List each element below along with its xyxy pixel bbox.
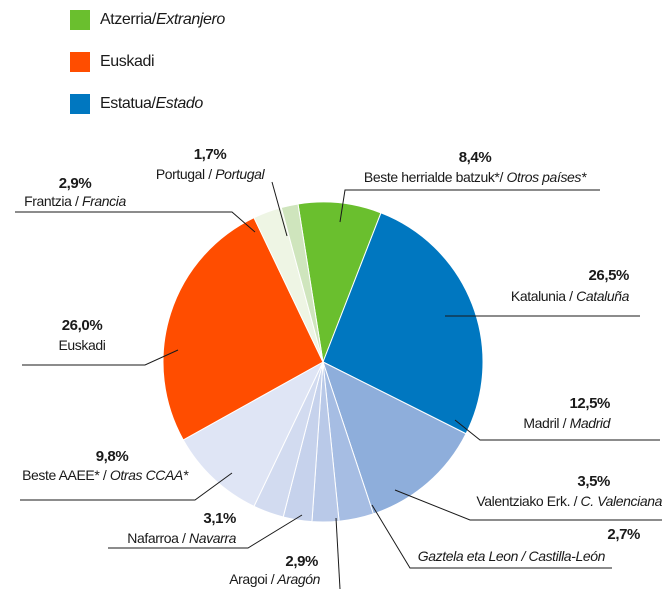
legend-label: Atzerria/Extranjero	[100, 11, 225, 28]
leader-line	[371, 504, 612, 569]
category-label: Frantzia / Francia	[24, 193, 126, 209]
value-label: 3,1%	[203, 510, 236, 527]
value-label: 12,5%	[569, 395, 610, 412]
pie-slice	[322, 361, 467, 515]
legend-swatch	[70, 10, 90, 30]
value-label: 2,9%	[285, 553, 318, 570]
value-label: 9,8%	[96, 448, 129, 465]
value-label: 26,5%	[588, 267, 629, 284]
value-label: 8,4%	[459, 149, 492, 166]
category-label: Madril / Madrid	[523, 415, 611, 431]
pie-slice	[182, 360, 325, 508]
value-label: 2,9%	[59, 175, 92, 192]
leader-line	[271, 181, 288, 237]
category-label: Aragoi / Aragón	[229, 571, 320, 587]
leader-line	[454, 419, 660, 441]
legend-swatch	[70, 52, 90, 72]
pie-slice	[297, 201, 382, 364]
category-label: Beste AAEE* / Otras CCAA*	[22, 467, 189, 483]
value-label: 1,7%	[194, 146, 227, 163]
category-label: Portugal / Portugal	[156, 166, 266, 182]
category-label: Gaztela eta Leon / Castilla-León	[418, 548, 606, 564]
leader-line	[335, 517, 341, 589]
leader-line	[22, 349, 179, 366]
value-label: 26,0%	[62, 317, 103, 334]
legend-swatch	[70, 94, 90, 114]
leader-line	[15, 211, 256, 233]
leader-line	[339, 189, 600, 223]
value-label: 2,7%	[607, 526, 640, 543]
category-label: Nafarroa / Navarra	[127, 530, 236, 546]
leader-line	[394, 489, 662, 521]
pie-slice	[162, 216, 324, 441]
legend-label: Euskadi	[100, 53, 154, 70]
pie-slice	[280, 203, 324, 363]
legend-label: Estatua/Estado	[100, 95, 203, 112]
category-label: Valentziako Erk. / C. Valenciana	[476, 493, 662, 509]
category-label: Euskadi	[58, 337, 105, 353]
category-label: Beste herrialde batzuk*/ Otros países*	[364, 169, 587, 185]
value-label: 3,5%	[577, 473, 610, 490]
leader-line	[20, 472, 233, 501]
pie-slice	[322, 212, 484, 435]
leader-line	[108, 514, 303, 549]
category-label: Katalunia / Cataluña	[511, 288, 630, 304]
